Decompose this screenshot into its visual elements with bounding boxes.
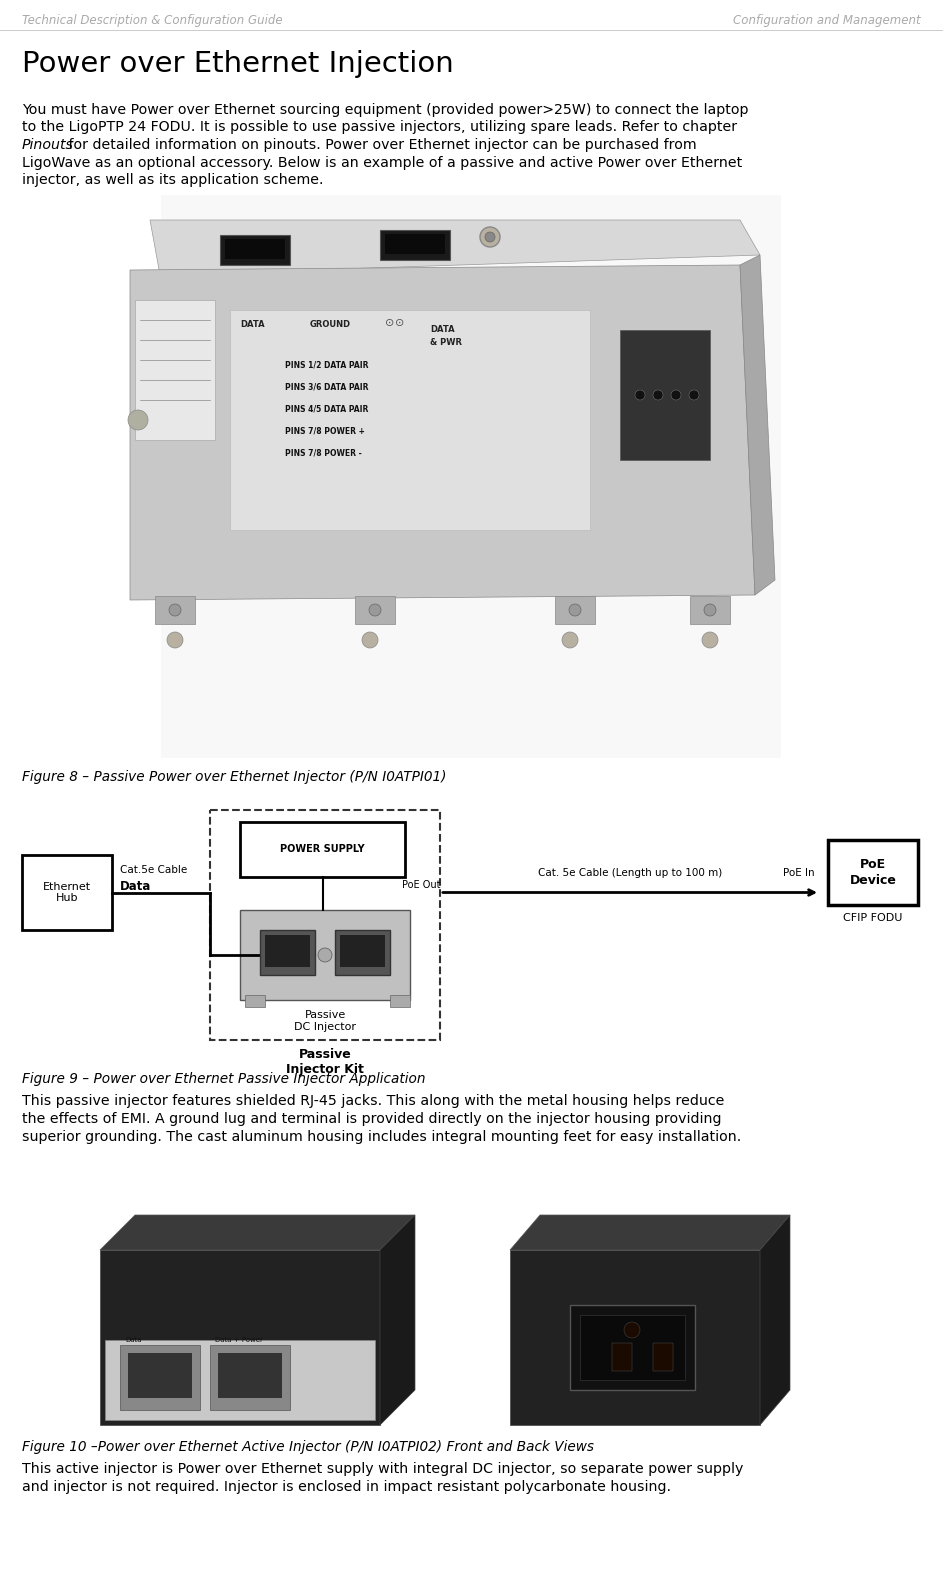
Text: Data: Data — [125, 1337, 141, 1343]
Text: This active injector is Power over Ethernet supply with integral DC injector, so: This active injector is Power over Ether… — [22, 1462, 743, 1476]
Bar — [355, 595, 395, 624]
Bar — [135, 299, 215, 439]
Bar — [245, 995, 265, 1006]
Text: Data: Data — [120, 880, 152, 893]
Circle shape — [562, 632, 578, 647]
Bar — [380, 230, 450, 260]
Polygon shape — [130, 265, 755, 600]
Bar — [218, 1353, 282, 1399]
Text: for detailed information on pinouts. Power over Ethernet injector can be purchas: for detailed information on pinouts. Pow… — [64, 139, 697, 153]
Bar — [22, 855, 112, 929]
Bar — [105, 1340, 375, 1421]
Bar — [260, 929, 315, 975]
Text: and injector is not required. Injector is enclosed in impact resistant polycarbo: and injector is not required. Injector i… — [22, 1480, 671, 1495]
Text: PINS 7/8 POWER -: PINS 7/8 POWER - — [285, 447, 362, 457]
Circle shape — [169, 603, 181, 616]
Bar — [161, 195, 781, 758]
Text: to the LigoPTP 24 FODU. It is possible to use passive injectors, utilizing spare: to the LigoPTP 24 FODU. It is possible t… — [22, 121, 737, 134]
Circle shape — [167, 632, 183, 647]
Text: & PWR: & PWR — [430, 339, 462, 346]
Bar — [128, 1353, 192, 1399]
Bar — [230, 310, 590, 531]
Bar — [120, 1345, 200, 1410]
Text: Passive
DC Injector: Passive DC Injector — [294, 1010, 356, 1032]
Circle shape — [362, 632, 378, 647]
Text: You must have Power over Ethernet sourcing equipment (provided power>25W) to con: You must have Power over Ethernet sourci… — [22, 102, 749, 117]
Text: LigoWave as an optional accessory. Below is an example of a passive and active P: LigoWave as an optional accessory. Below… — [22, 156, 742, 170]
Bar — [580, 1315, 685, 1380]
Text: Figure 8 – Passive Power over Ethernet Injector (P/N I0ATPI01): Figure 8 – Passive Power over Ethernet I… — [22, 770, 446, 784]
Polygon shape — [760, 1214, 790, 1425]
Bar — [220, 235, 290, 265]
Circle shape — [702, 632, 718, 647]
Text: CFIP FODU: CFIP FODU — [843, 913, 902, 923]
Text: PoE In: PoE In — [784, 868, 815, 879]
Bar — [240, 822, 405, 877]
Circle shape — [624, 1321, 640, 1339]
Text: PINS 1/2 DATA PAIR: PINS 1/2 DATA PAIR — [285, 361, 369, 369]
Text: Pinouts: Pinouts — [22, 139, 74, 153]
Circle shape — [653, 391, 663, 400]
Bar — [225, 239, 285, 258]
Bar — [510, 1251, 760, 1425]
Bar — [390, 995, 410, 1006]
Text: PINS 4/5 DATA PAIR: PINS 4/5 DATA PAIR — [285, 405, 369, 413]
Bar — [620, 331, 710, 460]
Bar — [690, 595, 730, 624]
Text: Figure 10 –Power over Ethernet Active Injector (P/N I0ATPI02) Front and Back Vie: Figure 10 –Power over Ethernet Active In… — [22, 1440, 594, 1454]
Bar — [210, 810, 440, 1040]
Bar — [570, 1306, 695, 1391]
Circle shape — [318, 948, 332, 962]
Text: Configuration and Management: Configuration and Management — [734, 14, 921, 27]
Circle shape — [480, 227, 500, 247]
Bar — [612, 1343, 632, 1370]
Bar — [653, 1343, 673, 1370]
Text: PINS 3/6 DATA PAIR: PINS 3/6 DATA PAIR — [285, 383, 369, 391]
Text: Cat. 5e Cable (Length up to 100 m): Cat. 5e Cable (Length up to 100 m) — [538, 868, 722, 879]
Text: DATA: DATA — [240, 320, 265, 329]
Polygon shape — [380, 1214, 415, 1425]
Text: Passive
Injector Kit: Passive Injector Kit — [286, 1047, 364, 1076]
Polygon shape — [100, 1214, 415, 1251]
Text: superior grounding. The cast aluminum housing includes integral mounting feet fo: superior grounding. The cast aluminum ho… — [22, 1129, 741, 1143]
Circle shape — [704, 603, 716, 616]
Circle shape — [369, 603, 381, 616]
Bar — [335, 929, 390, 975]
Polygon shape — [510, 1214, 790, 1251]
Text: injector, as well as its application scheme.: injector, as well as its application sch… — [22, 173, 323, 187]
Text: Data + Power: Data + Power — [215, 1337, 263, 1343]
Bar — [100, 1251, 380, 1425]
Bar — [555, 595, 595, 624]
Bar — [265, 936, 310, 967]
Text: the effects of EMI. A ground lug and terminal is provided directly on the inject: the effects of EMI. A ground lug and ter… — [22, 1112, 721, 1126]
Circle shape — [485, 232, 495, 243]
Bar — [828, 839, 918, 906]
Text: Technical Description & Configuration Guide: Technical Description & Configuration Gu… — [22, 14, 283, 27]
Text: DATA: DATA — [430, 324, 455, 334]
Text: PoE
Device: PoE Device — [850, 858, 897, 887]
Text: Figure 9 – Power over Ethernet Passive Injector Application: Figure 9 – Power over Ethernet Passive I… — [22, 1073, 425, 1087]
Bar — [240, 910, 410, 1000]
Circle shape — [689, 391, 699, 400]
Circle shape — [635, 391, 645, 400]
Text: This passive injector features shielded RJ-45 jacks. This along with the metal h: This passive injector features shielded … — [22, 1095, 724, 1107]
Text: Cat.5e Cable: Cat.5e Cable — [120, 865, 188, 876]
Text: ⊙: ⊙ — [385, 318, 394, 328]
Polygon shape — [150, 221, 760, 276]
Text: GROUND: GROUND — [310, 320, 351, 329]
Text: PINS 7/8 POWER +: PINS 7/8 POWER + — [285, 425, 365, 435]
Text: Power over Ethernet Injection: Power over Ethernet Injection — [22, 50, 454, 79]
Polygon shape — [740, 255, 775, 595]
Bar — [210, 1345, 290, 1410]
Text: Ethernet
Hub: Ethernet Hub — [43, 882, 91, 904]
Text: POWER SUPPLY: POWER SUPPLY — [280, 844, 365, 855]
Circle shape — [569, 603, 581, 616]
Bar — [385, 235, 445, 254]
Circle shape — [671, 391, 681, 400]
Text: ⊙: ⊙ — [395, 318, 405, 328]
Circle shape — [128, 410, 148, 430]
Bar — [155, 595, 195, 624]
Text: PoE Out: PoE Out — [402, 880, 440, 890]
Bar — [340, 936, 385, 967]
